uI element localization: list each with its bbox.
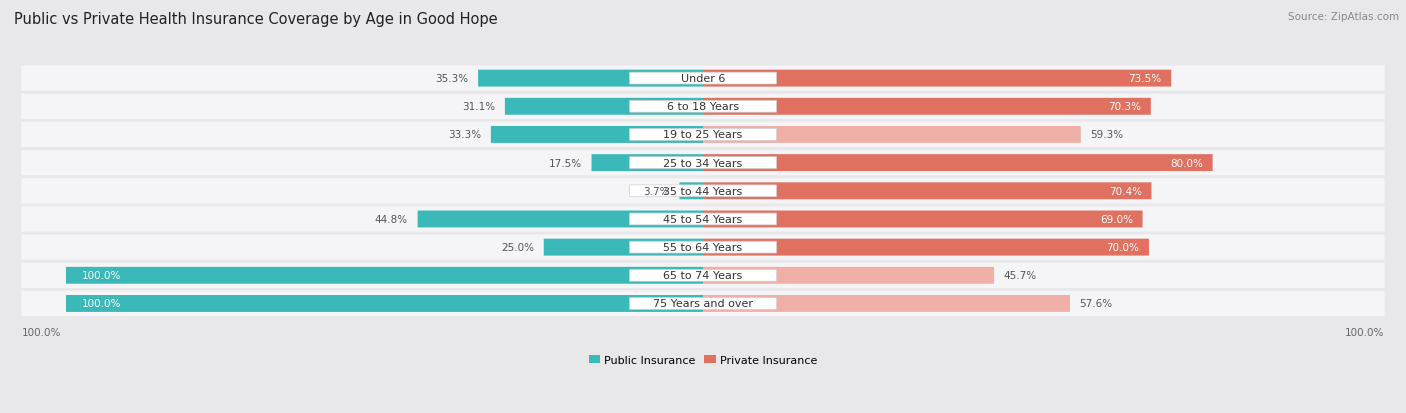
FancyBboxPatch shape xyxy=(592,155,703,172)
Text: 3.7%: 3.7% xyxy=(644,186,669,196)
FancyBboxPatch shape xyxy=(544,239,703,256)
FancyBboxPatch shape xyxy=(630,157,776,169)
FancyBboxPatch shape xyxy=(630,101,776,113)
FancyBboxPatch shape xyxy=(21,263,1385,288)
FancyBboxPatch shape xyxy=(21,95,1385,120)
FancyBboxPatch shape xyxy=(630,214,776,225)
FancyBboxPatch shape xyxy=(679,183,703,200)
Text: 75 Years and over: 75 Years and over xyxy=(652,299,754,309)
FancyBboxPatch shape xyxy=(630,242,776,254)
Text: 70.4%: 70.4% xyxy=(1109,186,1142,196)
FancyBboxPatch shape xyxy=(418,211,703,228)
FancyBboxPatch shape xyxy=(21,179,1385,204)
FancyBboxPatch shape xyxy=(21,207,1385,232)
Text: 70.0%: 70.0% xyxy=(1107,242,1139,252)
FancyBboxPatch shape xyxy=(703,127,1081,144)
FancyBboxPatch shape xyxy=(703,239,1149,256)
Text: 100.0%: 100.0% xyxy=(82,271,121,280)
Text: 100.0%: 100.0% xyxy=(21,327,60,337)
FancyBboxPatch shape xyxy=(630,298,776,310)
FancyBboxPatch shape xyxy=(491,127,703,144)
FancyBboxPatch shape xyxy=(66,267,703,284)
Text: 25 to 34 Years: 25 to 34 Years xyxy=(664,158,742,168)
Text: 35.3%: 35.3% xyxy=(436,74,468,84)
Text: Under 6: Under 6 xyxy=(681,74,725,84)
Text: 25.0%: 25.0% xyxy=(501,242,534,252)
FancyBboxPatch shape xyxy=(21,235,1385,260)
Text: 59.3%: 59.3% xyxy=(1090,130,1123,140)
FancyBboxPatch shape xyxy=(21,66,1385,92)
Text: 70.3%: 70.3% xyxy=(1108,102,1142,112)
Text: 17.5%: 17.5% xyxy=(548,158,582,168)
Text: 57.6%: 57.6% xyxy=(1080,299,1112,309)
FancyBboxPatch shape xyxy=(630,129,776,141)
Text: 6 to 18 Years: 6 to 18 Years xyxy=(666,102,740,112)
FancyBboxPatch shape xyxy=(703,183,1152,200)
FancyBboxPatch shape xyxy=(21,291,1385,316)
Text: 44.8%: 44.8% xyxy=(375,214,408,224)
FancyBboxPatch shape xyxy=(703,295,1070,312)
Text: 73.5%: 73.5% xyxy=(1129,74,1161,84)
FancyBboxPatch shape xyxy=(703,71,1171,87)
FancyBboxPatch shape xyxy=(703,211,1143,228)
Text: 100.0%: 100.0% xyxy=(1346,327,1385,337)
FancyBboxPatch shape xyxy=(21,151,1385,176)
FancyBboxPatch shape xyxy=(630,73,776,85)
FancyBboxPatch shape xyxy=(703,267,994,284)
FancyBboxPatch shape xyxy=(505,99,703,116)
FancyBboxPatch shape xyxy=(21,123,1385,148)
Text: 45 to 54 Years: 45 to 54 Years xyxy=(664,214,742,224)
Text: 33.3%: 33.3% xyxy=(449,130,481,140)
FancyBboxPatch shape xyxy=(630,185,776,197)
Text: 35 to 44 Years: 35 to 44 Years xyxy=(664,186,742,196)
Text: 100.0%: 100.0% xyxy=(82,299,121,309)
Legend: Public Insurance, Private Insurance: Public Insurance, Private Insurance xyxy=(583,351,823,370)
Text: Public vs Private Health Insurance Coverage by Age in Good Hope: Public vs Private Health Insurance Cover… xyxy=(14,12,498,27)
FancyBboxPatch shape xyxy=(703,155,1212,172)
Text: 55 to 64 Years: 55 to 64 Years xyxy=(664,242,742,252)
Text: 69.0%: 69.0% xyxy=(1099,214,1133,224)
FancyBboxPatch shape xyxy=(630,270,776,282)
Text: 19 to 25 Years: 19 to 25 Years xyxy=(664,130,742,140)
Text: 45.7%: 45.7% xyxy=(1004,271,1036,280)
Text: 80.0%: 80.0% xyxy=(1170,158,1204,168)
Text: 31.1%: 31.1% xyxy=(463,102,495,112)
FancyBboxPatch shape xyxy=(478,71,703,87)
Text: 65 to 74 Years: 65 to 74 Years xyxy=(664,271,742,280)
FancyBboxPatch shape xyxy=(66,295,703,312)
FancyBboxPatch shape xyxy=(703,99,1152,116)
Text: Source: ZipAtlas.com: Source: ZipAtlas.com xyxy=(1288,12,1399,22)
